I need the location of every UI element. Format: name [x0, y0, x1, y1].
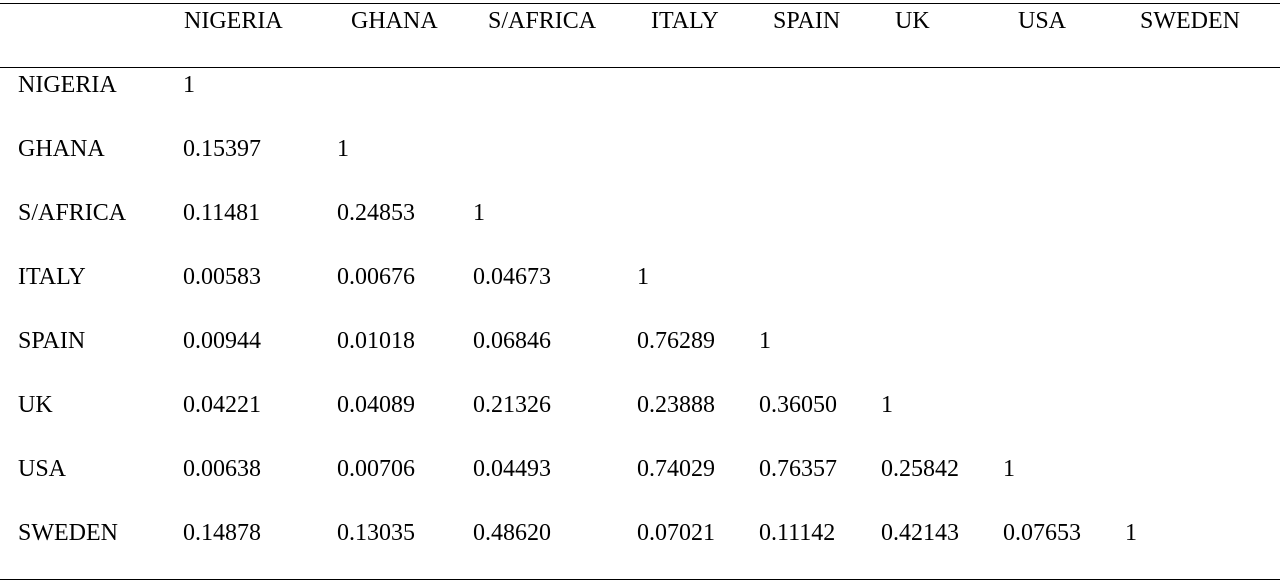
row-label: USA	[18, 456, 67, 482]
row-label: NIGERIA	[18, 72, 117, 98]
column-header: GHANA	[351, 8, 438, 34]
table-cell: 0.00638	[183, 456, 261, 482]
column-header: USA	[1018, 8, 1067, 34]
table-cell: 0.07021	[637, 520, 715, 546]
table-cell: 0.13035	[337, 520, 415, 546]
table-cell: 0.74029	[637, 456, 715, 482]
table-cell: 0.24853	[337, 200, 415, 226]
table-cell: 0.00706	[337, 456, 415, 482]
column-header: SWEDEN	[1140, 8, 1240, 34]
table-cell: 0.15397	[183, 136, 261, 162]
table-cell: 0.04089	[337, 392, 415, 418]
row-label: GHANA	[18, 136, 105, 162]
row-label: SPAIN	[18, 328, 86, 354]
table-cell: 0.11481	[183, 200, 261, 226]
table-cell: 0.06846	[473, 328, 551, 354]
table-cell: 0.76357	[759, 456, 837, 482]
table-cell: 1	[183, 72, 195, 98]
table-cell: 0.00944	[183, 328, 261, 354]
table-cell: 1	[1125, 520, 1137, 546]
column-header: NIGERIA	[184, 8, 283, 34]
row-label: ITALY	[18, 264, 86, 290]
column-header: UK	[895, 8, 930, 34]
table-cell: 1	[337, 136, 349, 162]
column-header: ITALY	[651, 8, 719, 34]
table-top-rule	[0, 3, 1280, 4]
table-cell: 0.04493	[473, 456, 551, 482]
column-header: SPAIN	[773, 8, 841, 34]
table-cell: 0.00676	[337, 264, 415, 290]
table-cell: 0.76289	[637, 328, 715, 354]
table-cell: 0.48620	[473, 520, 551, 546]
column-header: S/AFRICA	[488, 8, 597, 34]
row-label: S/AFRICA	[18, 200, 127, 226]
table-cell: 0.04673	[473, 264, 551, 290]
table-cell: 1	[881, 392, 893, 418]
table-cell: 0.04221	[183, 392, 261, 418]
table-cell: 0.42143	[881, 520, 959, 546]
row-label: UK	[18, 392, 53, 418]
table-cell: 0.36050	[759, 392, 837, 418]
table-cell: 0.23888	[637, 392, 715, 418]
table-cell: 1	[637, 264, 649, 290]
table-bottom-rule	[0, 579, 1280, 580]
header-rule	[0, 67, 1280, 68]
table-cell: 1	[759, 328, 771, 354]
table-cell: 1	[473, 200, 485, 226]
row-label: SWEDEN	[18, 520, 118, 546]
table-cell: 0.25842	[881, 456, 959, 482]
table-cell: 0.21326	[473, 392, 551, 418]
table-cell: 0.11142	[759, 520, 836, 546]
table-cell: 0.14878	[183, 520, 261, 546]
table-cell: 0.07653	[1003, 520, 1081, 546]
table-cell: 0.01018	[337, 328, 415, 354]
table-cell: 0.00583	[183, 264, 261, 290]
table-cell: 1	[1003, 456, 1015, 482]
